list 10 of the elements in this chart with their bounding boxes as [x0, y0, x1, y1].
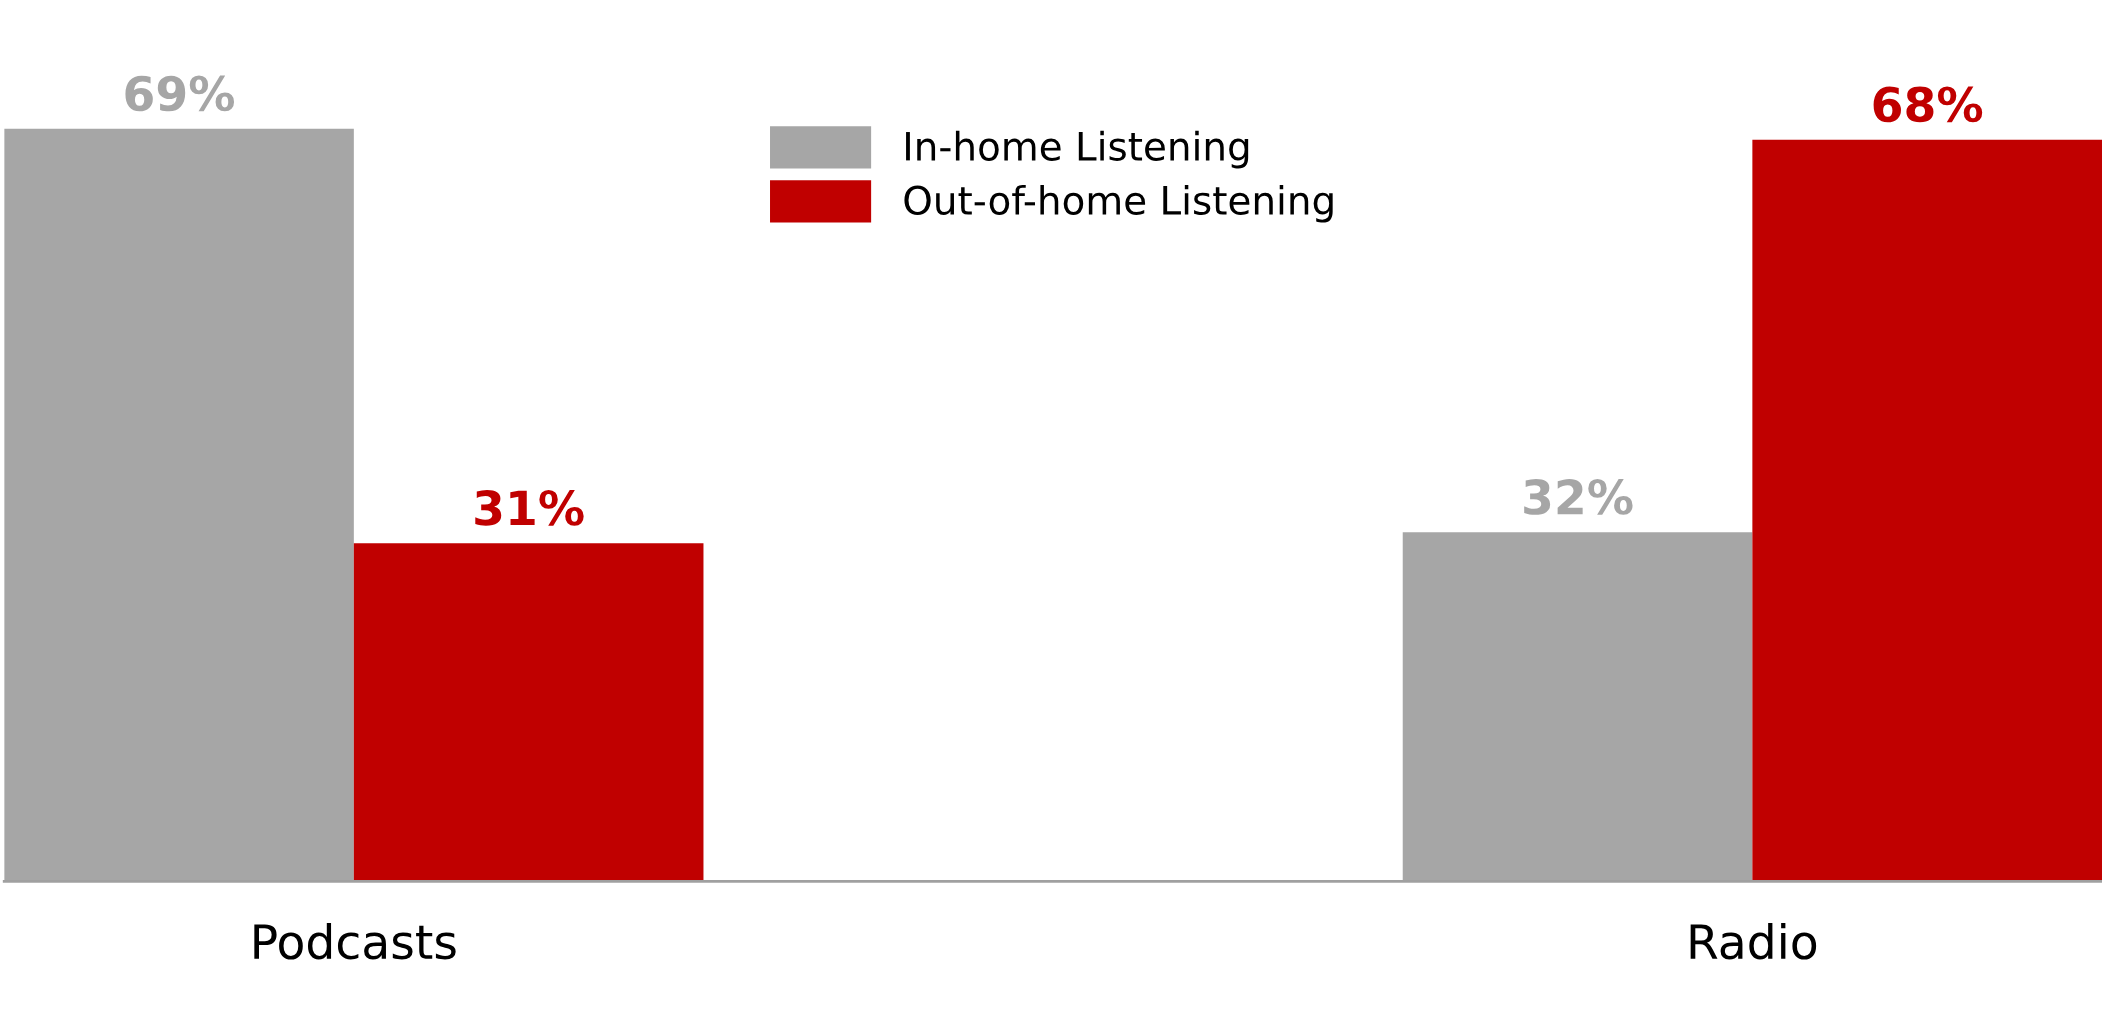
bar — [353, 543, 704, 882]
legend-label: In-home Listening — [906, 130, 1249, 169]
legend-label: Out-of-home Listening — [904, 184, 1333, 223]
data-label: 32% — [1524, 479, 1633, 515]
data-label: 69% — [125, 75, 235, 112]
data-label: 31% — [475, 490, 584, 526]
x-tick-label: Podcasts — [254, 922, 456, 960]
bar — [1752, 139, 2102, 882]
data-label: 68% — [1873, 86, 1983, 123]
x-tick-label: Radio — [1690, 922, 1817, 960]
